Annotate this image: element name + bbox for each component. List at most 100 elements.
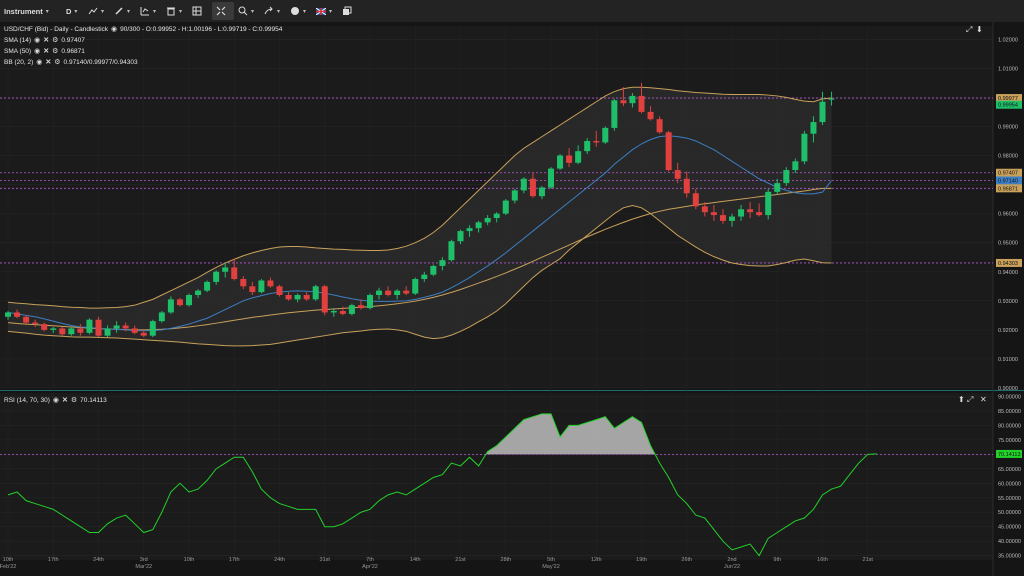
gear-icon[interactable]: ⚙ [52, 37, 59, 44]
chevron-down-icon: ▾ [179, 8, 183, 15]
move-up-icon[interactable]: ⬆ [958, 395, 965, 404]
candle [240, 279, 247, 287]
price-tick-label: 1.02000 [998, 37, 1018, 43]
sma14-value: 0.97407 [61, 36, 85, 44]
share-icon [264, 6, 273, 15]
candle [629, 95, 636, 104]
price-tick-label: 0.90000 [998, 386, 1018, 392]
x-tick-label: Apr'22 [362, 564, 378, 570]
candle [457, 231, 464, 242]
instrument-menu[interactable]: Instrument ▾ [0, 2, 62, 20]
candle [466, 228, 473, 232]
rsi-tick-label: 75.00000 [998, 438, 1021, 444]
expand-icon[interactable]: ⤢ [967, 395, 974, 404]
candle [385, 290, 392, 296]
close-icon[interactable]: ✕ [980, 395, 987, 404]
candle [222, 267, 229, 272]
x-tick-label: 17th [48, 557, 59, 563]
candle [448, 241, 455, 261]
candle [104, 328, 111, 336]
gear-icon[interactable]: ⚙ [52, 48, 59, 55]
bb-value: 0.97140/0.99977/0.94303 [63, 58, 138, 66]
x-tick-label: 12th [591, 557, 602, 563]
sma50-value: 0.96871 [61, 47, 85, 55]
candle [330, 310, 337, 313]
rsi-badge-text: 70.14113 [998, 452, 1021, 458]
candle [303, 295, 310, 300]
chart-type-button[interactable]: ▾ [84, 2, 110, 20]
candle [511, 190, 518, 201]
x-tick-label: 21st [455, 557, 466, 563]
bb-legend: BB (20, 2) ◉ ✕ ⚙ 0.97140/0.99977/0.94303 [4, 58, 138, 67]
eye-icon[interactable]: ◉ [34, 37, 41, 44]
indicators-button[interactable]: ▾ [136, 2, 162, 20]
x-tick-label: May'22 [542, 564, 560, 570]
candle [113, 325, 120, 329]
candle [41, 324, 48, 330]
chevron-down-icon: ▾ [329, 8, 333, 15]
close-icon[interactable]: ✕ [45, 59, 52, 66]
drawing-tools-button[interactable]: ▾ [110, 2, 136, 20]
candle [575, 151, 582, 163]
layout-button[interactable] [188, 2, 212, 20]
delete-button[interactable]: ▾ [162, 2, 188, 20]
candle [267, 280, 274, 287]
x-tick-label: Feb'22 [0, 564, 16, 570]
price-badge [996, 168, 1022, 177]
candle [475, 222, 482, 229]
x-tick-label: 10th [3, 557, 14, 563]
eye-icon[interactable]: ◉ [111, 26, 118, 33]
eye-icon[interactable]: ◉ [36, 59, 43, 66]
eye-icon[interactable]: ◉ [34, 48, 41, 55]
move-down-icon[interactable]: ⬇ [976, 25, 983, 34]
x-tick-label: 26th [681, 557, 692, 563]
eye-icon[interactable]: ◉ [52, 397, 59, 404]
x-tick-label: 19th [636, 557, 647, 563]
rsi-tick-label: 85.00000 [998, 409, 1021, 415]
chevron-down-icon: ▾ [45, 8, 49, 15]
share-button[interactable]: ▾ [260, 2, 286, 20]
expand-icon[interactable]: ⤢ [966, 25, 973, 34]
crosshair-icon [216, 6, 226, 16]
chart-area[interactable]: 1.020001.010001.000000.990000.980000.970… [0, 22, 1024, 576]
rsi-tick-label: 45.00000 [998, 525, 1021, 531]
rsi-tick-label: 90.00000 [998, 394, 1021, 400]
candle [421, 274, 428, 280]
sma14-line [7, 135, 832, 332]
candle [611, 100, 618, 128]
candle [95, 319, 102, 336]
crosshair-button[interactable] [212, 2, 234, 20]
candle [738, 209, 745, 217]
candle [828, 98, 835, 100]
gear-icon[interactable]: ⚙ [70, 397, 78, 404]
candle [774, 183, 781, 192]
candle [339, 310, 346, 314]
candle [50, 328, 57, 330]
language-button[interactable]: ▾ [312, 2, 338, 20]
candle [312, 286, 319, 300]
chevron-down-icon: ▾ [303, 8, 307, 15]
sma50-legend: SMA (50) ◉ ✕ ⚙ 0.96871 [4, 47, 85, 56]
windows-button[interactable] [338, 2, 358, 20]
close-icon[interactable]: ✕ [43, 37, 50, 44]
close-icon[interactable]: ✕ [62, 397, 68, 404]
timeframe-label: D [66, 6, 72, 16]
gear-icon[interactable]: ⚙ [54, 59, 61, 66]
x-tick-label: 9th [773, 557, 781, 563]
rsi-tick-label: 40.00000 [998, 539, 1021, 545]
theme-button[interactable]: ▾ [286, 2, 312, 20]
sma14-label: SMA (14) [4, 36, 32, 44]
candle [14, 312, 21, 317]
rsi-line [7, 413, 877, 557]
bb-label: BB (20, 2) [4, 58, 34, 66]
close-icon[interactable]: ✕ [43, 48, 50, 55]
rsi-tick-label: 35.00000 [998, 554, 1021, 560]
x-tick-label: Jun'22 [724, 564, 740, 570]
chevron-down-icon: ▾ [101, 8, 105, 15]
candle [276, 286, 283, 296]
candle [674, 170, 681, 179]
candle [584, 140, 591, 152]
zoom-button[interactable]: ▾ [234, 2, 260, 20]
timeframe-menu[interactable]: D ▾ [62, 2, 84, 20]
candle [86, 319, 93, 333]
